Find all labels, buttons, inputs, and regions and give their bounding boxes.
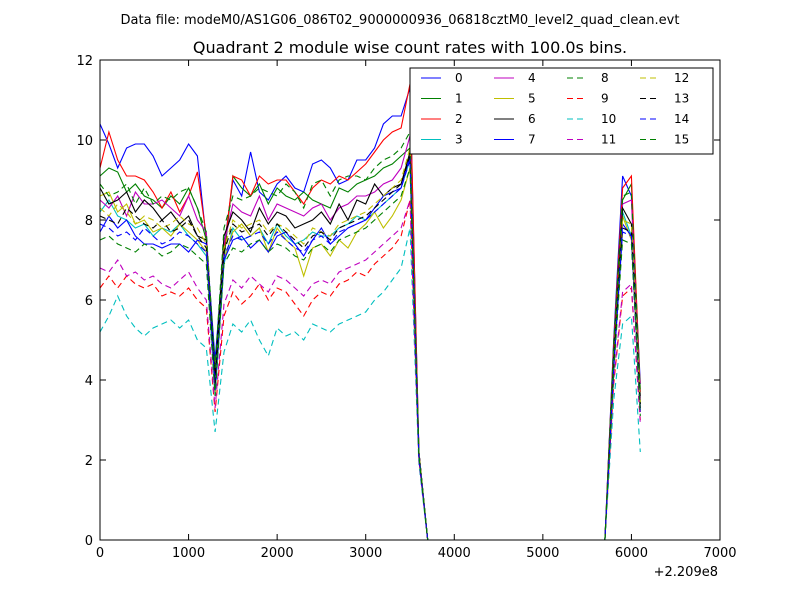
y-tick-label: 2 bbox=[85, 454, 93, 469]
legend-label-3: 3 bbox=[455, 133, 463, 147]
suptitle: Data file: modeM0/AS1G06_086T02_90000009… bbox=[121, 13, 680, 28]
legend-label-1: 1 bbox=[455, 92, 463, 106]
x-tick-label: 2000 bbox=[261, 546, 294, 561]
y-tick-label: 12 bbox=[76, 54, 93, 69]
x-tick-label: 3000 bbox=[349, 546, 382, 561]
legend-label-15: 15 bbox=[674, 133, 689, 147]
x-tick-label: 1000 bbox=[172, 546, 205, 561]
x-tick-label: 0 bbox=[96, 546, 104, 561]
y-tick-label: 8 bbox=[85, 214, 93, 229]
legend-label-4: 4 bbox=[528, 71, 536, 85]
x-tick-label: 5000 bbox=[526, 546, 559, 561]
legend-label-9: 9 bbox=[601, 92, 609, 106]
legend-label-12: 12 bbox=[674, 71, 689, 85]
y-tick-label: 0 bbox=[85, 534, 93, 549]
series-line-14 bbox=[99, 159, 641, 541]
x-tick-label: 7000 bbox=[703, 546, 736, 561]
legend-label-13: 13 bbox=[674, 92, 689, 106]
legend-label-0: 0 bbox=[455, 71, 463, 85]
legend-label-14: 14 bbox=[674, 112, 689, 126]
series-line-15 bbox=[99, 167, 641, 541]
x-offset-label: +2.209e8 bbox=[654, 565, 718, 580]
legend-label-8: 8 bbox=[601, 71, 609, 85]
legend-label-2: 2 bbox=[455, 112, 463, 126]
y-tick-label: 6 bbox=[85, 294, 93, 309]
x-tick-label: 6000 bbox=[615, 546, 648, 561]
y-tick-label: 10 bbox=[76, 134, 93, 149]
series-layer bbox=[99, 83, 641, 541]
legend-box bbox=[409, 67, 714, 155]
x-axis: 0 1000 2000 3000 4000 5000 6000 7000 bbox=[96, 60, 737, 561]
legend-label-7: 7 bbox=[528, 133, 536, 147]
chart-title: Quadrant 2 module wise count rates with … bbox=[193, 38, 627, 57]
x-tick-label: 4000 bbox=[438, 546, 471, 561]
legend-label-5: 5 bbox=[528, 92, 536, 106]
y-tick-label: 4 bbox=[85, 374, 93, 389]
legend-label-10: 10 bbox=[601, 112, 616, 126]
legend-label-6: 6 bbox=[528, 112, 536, 126]
legend-label-11: 11 bbox=[601, 133, 616, 147]
